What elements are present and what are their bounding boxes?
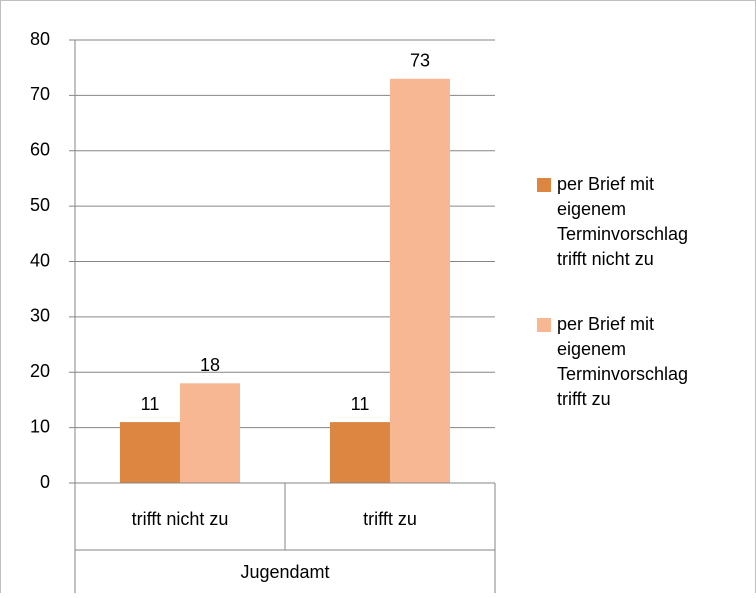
y-tick-label: 80 [30,29,50,49]
group-label: Jugendamt [240,562,329,582]
legend-label: per Brief mit eigenem Terminvorschlag tr… [557,314,689,409]
bar [180,383,240,483]
bar [120,422,180,483]
y-tick-label: 40 [30,250,50,270]
x-tick-label: trifft zu [363,509,417,529]
legend-swatch [537,178,551,192]
y-tick-label: 50 [30,195,50,215]
bar [330,422,390,483]
data-label: 11 [351,394,370,414]
bar [390,78,450,483]
y-tick-label: 70 [30,84,50,104]
x-tick-label: trifft nicht zu [132,509,229,529]
y-tick-label: 20 [30,361,50,381]
y-tick-label: 60 [30,140,50,160]
data-label: 18 [200,355,220,375]
legend-swatch [537,318,551,332]
legend-label: per Brief mit eigenem Terminvorschlag tr… [557,174,689,269]
data-label: 11 [141,394,160,414]
data-label: 73 [410,51,430,71]
y-tick-label: 0 [40,472,50,492]
y-tick-label: 30 [30,306,50,326]
y-tick-label: 10 [30,416,50,436]
